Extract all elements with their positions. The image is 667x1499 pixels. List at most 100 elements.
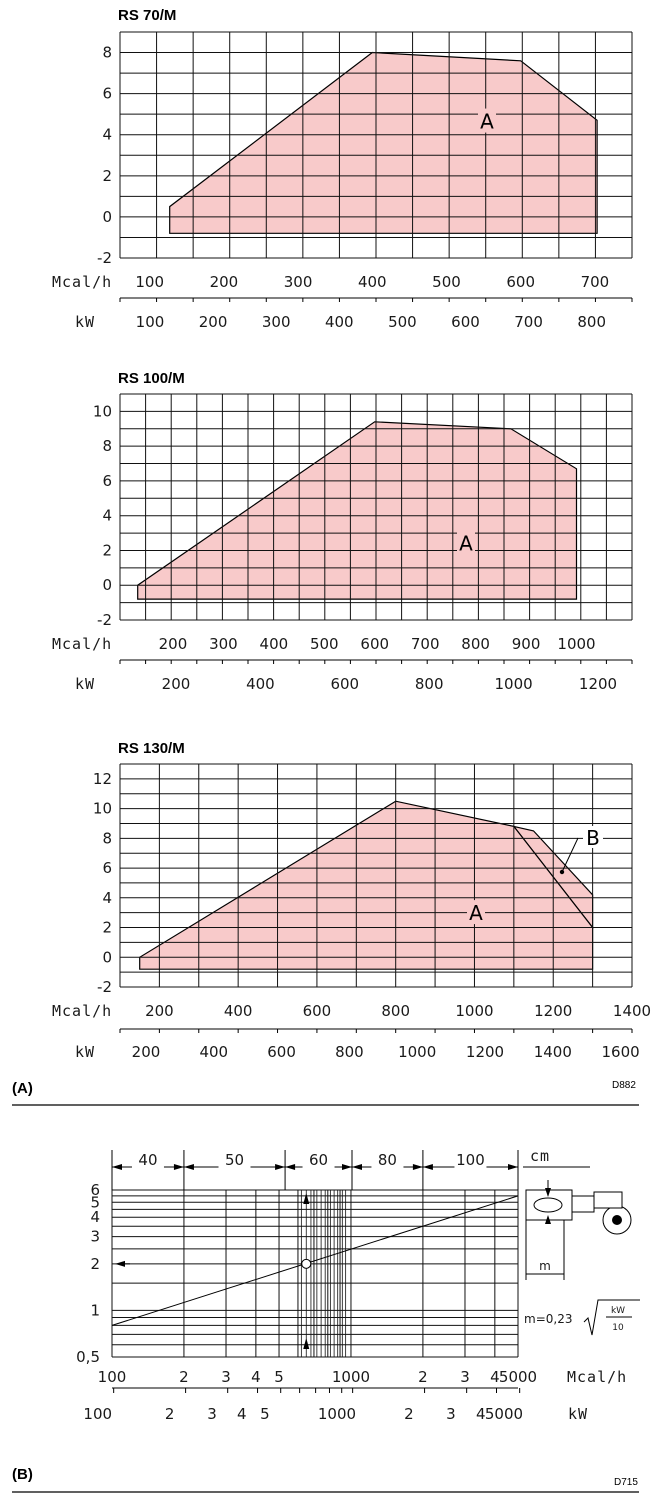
chart-3-x2label: kW <box>568 1405 588 1423</box>
chart-1-region-a-label: A <box>459 531 473 555</box>
chart-2-ytick-label: -2 <box>97 978 112 996</box>
chart-2-xtick-label: 800 <box>381 1002 410 1020</box>
chart-3-xtick-label: 2 <box>179 1368 189 1386</box>
chart-3-ytick-label: 1 <box>90 1301 100 1319</box>
chart-3-xlabel: Mcal/h <box>567 1368 627 1386</box>
chart-1-x2tick-label: 600 <box>330 675 359 693</box>
chart-0-xtick-label: 300 <box>284 273 313 291</box>
chart-3-x2tick-label: 4 <box>476 1405 486 1423</box>
chart-3-marked-point <box>301 1258 312 1269</box>
chart-3-dim-arrow-bottom <box>545 1215 551 1224</box>
chart-0-xtick-label: 600 <box>506 273 535 291</box>
chart-1-xtick-label: 700 <box>411 635 440 653</box>
chart-1-title: RS 100/M <box>118 370 185 387</box>
chart-2-x2tick-label: 400 <box>199 1043 228 1061</box>
chart-3-band-label-bg <box>302 1153 335 1169</box>
chart-3-band-arrow <box>285 1164 296 1170</box>
chart-1-xlabel: Mcal/h <box>52 635 112 653</box>
chart-1-ytick-label: 6 <box>102 472 112 490</box>
chart-0-ytick-label: 2 <box>102 167 112 185</box>
chart-3-band-label: 100 <box>456 1151 485 1169</box>
chart-1-x2tick-label: 200 <box>162 675 191 693</box>
chart-3-band-arrow <box>508 1164 518 1170</box>
chart-0-x2tick-label: 300 <box>262 313 291 331</box>
chart-0-x2tick-label: 600 <box>451 313 480 331</box>
chart-2-x2tick-label: 1000 <box>398 1043 436 1061</box>
chart-0-x2tick-label: 400 <box>325 313 354 331</box>
chart-3-burner-body <box>571 1195 595 1213</box>
chart-0-xtick-label: 400 <box>358 273 387 291</box>
chart-0-x2tick-label: 500 <box>388 313 417 331</box>
chart-2-ytick-label: 8 <box>102 829 112 847</box>
chart-0-xtick-label: 200 <box>210 273 239 291</box>
chart-3-x2tick-label: 3 <box>207 1405 217 1423</box>
chart-3-ytick-label: 3 <box>90 1228 100 1246</box>
chart-0-xtick-label: 700 <box>581 273 610 291</box>
chart-0-ytick-label: -2 <box>97 249 112 267</box>
chart-1-ytick-label: 0 <box>102 576 112 594</box>
chart-3-xtick-label: 3 <box>221 1368 231 1386</box>
chart-2-region-b-dot <box>559 869 565 875</box>
chart-0-region-a-label: A <box>480 110 494 134</box>
chart-1-x2tick-label: 400 <box>246 675 275 693</box>
chart-2-title: RS 130/M <box>118 740 185 757</box>
chart-2-x2tick-label: 200 <box>132 1043 161 1061</box>
chart-3-xtick-label: 2 <box>418 1368 428 1386</box>
chart-3-xtick-label: 5000 <box>499 1368 537 1386</box>
chart-1-xtick-label: 200 <box>159 635 188 653</box>
chart-2-ytick-label: 0 <box>102 948 112 966</box>
chart-3-flame-icon <box>533 1197 563 1213</box>
chart-3-ytick-label: 0,5 <box>76 1348 100 1366</box>
chart-2-region-b-leader <box>561 837 579 873</box>
chart-0-x2tick-label: 700 <box>514 313 543 331</box>
chart-3-motor <box>593 1191 623 1209</box>
chart-3-x2tick-label: 1000 <box>318 1405 356 1423</box>
chart-0-x2label: kW <box>75 313 95 331</box>
chart-2-ytick-label: 2 <box>102 919 112 937</box>
chart-2-x2tick-label: 600 <box>267 1043 296 1061</box>
chart-2-x2tick-label: 800 <box>335 1043 364 1061</box>
chart-3-band-label-bg <box>218 1153 251 1169</box>
chart-3-band-label-bg <box>371 1153 404 1169</box>
chart-1-ytick-label: 4 <box>102 507 112 525</box>
chart-2-xtick-label: 1400 <box>613 1002 651 1020</box>
chart-0-x2tick-label: 800 <box>577 313 606 331</box>
chart-2-ytick-label: 4 <box>102 889 112 907</box>
chart-3-arrow-left <box>115 1260 125 1267</box>
chart-3-arrow-up-bottom <box>303 1338 310 1349</box>
chart-3-band-label-bg <box>131 1153 164 1169</box>
chart-2-ytick-label: 6 <box>102 859 112 877</box>
chart-1-x2tick-label: 800 <box>415 675 444 693</box>
panel-a-code: D882 <box>612 1080 636 1091</box>
chart-3-x2tick-label: 4 <box>237 1405 247 1423</box>
chart-0-label-bg <box>478 108 496 133</box>
chart-1-ytick-label: 10 <box>93 402 112 420</box>
chart-2-x2tick-label: 1600 <box>602 1043 640 1061</box>
panel-b-code: D715 <box>614 1477 638 1488</box>
chart-1-xtick-label: 300 <box>209 635 238 653</box>
chart-1-ytick-label: 2 <box>102 541 112 559</box>
chart-3-ytick-label: 2 <box>90 1255 100 1273</box>
chart-3-formula-den: 10 <box>612 1323 624 1333</box>
chart-3-xtick-label: 3 <box>460 1368 470 1386</box>
chart-2-ytick-label: 10 <box>93 800 112 818</box>
chart-2-xtick-label: 400 <box>224 1002 253 1020</box>
chart-3-ylabel: cm <box>530 1147 550 1165</box>
chart-3-inset-m: m <box>539 1259 551 1273</box>
chart-1-xtick-label: 1000 <box>557 635 595 653</box>
panel-b-label: (B) <box>12 1466 33 1483</box>
chart-2-xtick-label: 200 <box>145 1002 174 1020</box>
chart-3-formula-root <box>583 1299 640 1336</box>
chart-3-band-arrow <box>275 1164 286 1170</box>
chart-2-x2label: kW <box>75 1043 95 1061</box>
chart-0-x2tick-label: 100 <box>136 313 165 331</box>
chart-2-xlabel: Mcal/h <box>52 1002 112 1020</box>
chart-1-xtick-label: 600 <box>360 635 389 653</box>
chart-3-formula: m=0,23 <box>524 1312 572 1326</box>
chart-1-xtick-label: 400 <box>260 635 289 653</box>
chart-1-x2tick-label: 1000 <box>495 675 533 693</box>
chart-1-x2tick-label: 1200 <box>579 675 617 693</box>
chart-3-ytick-label: 5 <box>90 1193 100 1211</box>
